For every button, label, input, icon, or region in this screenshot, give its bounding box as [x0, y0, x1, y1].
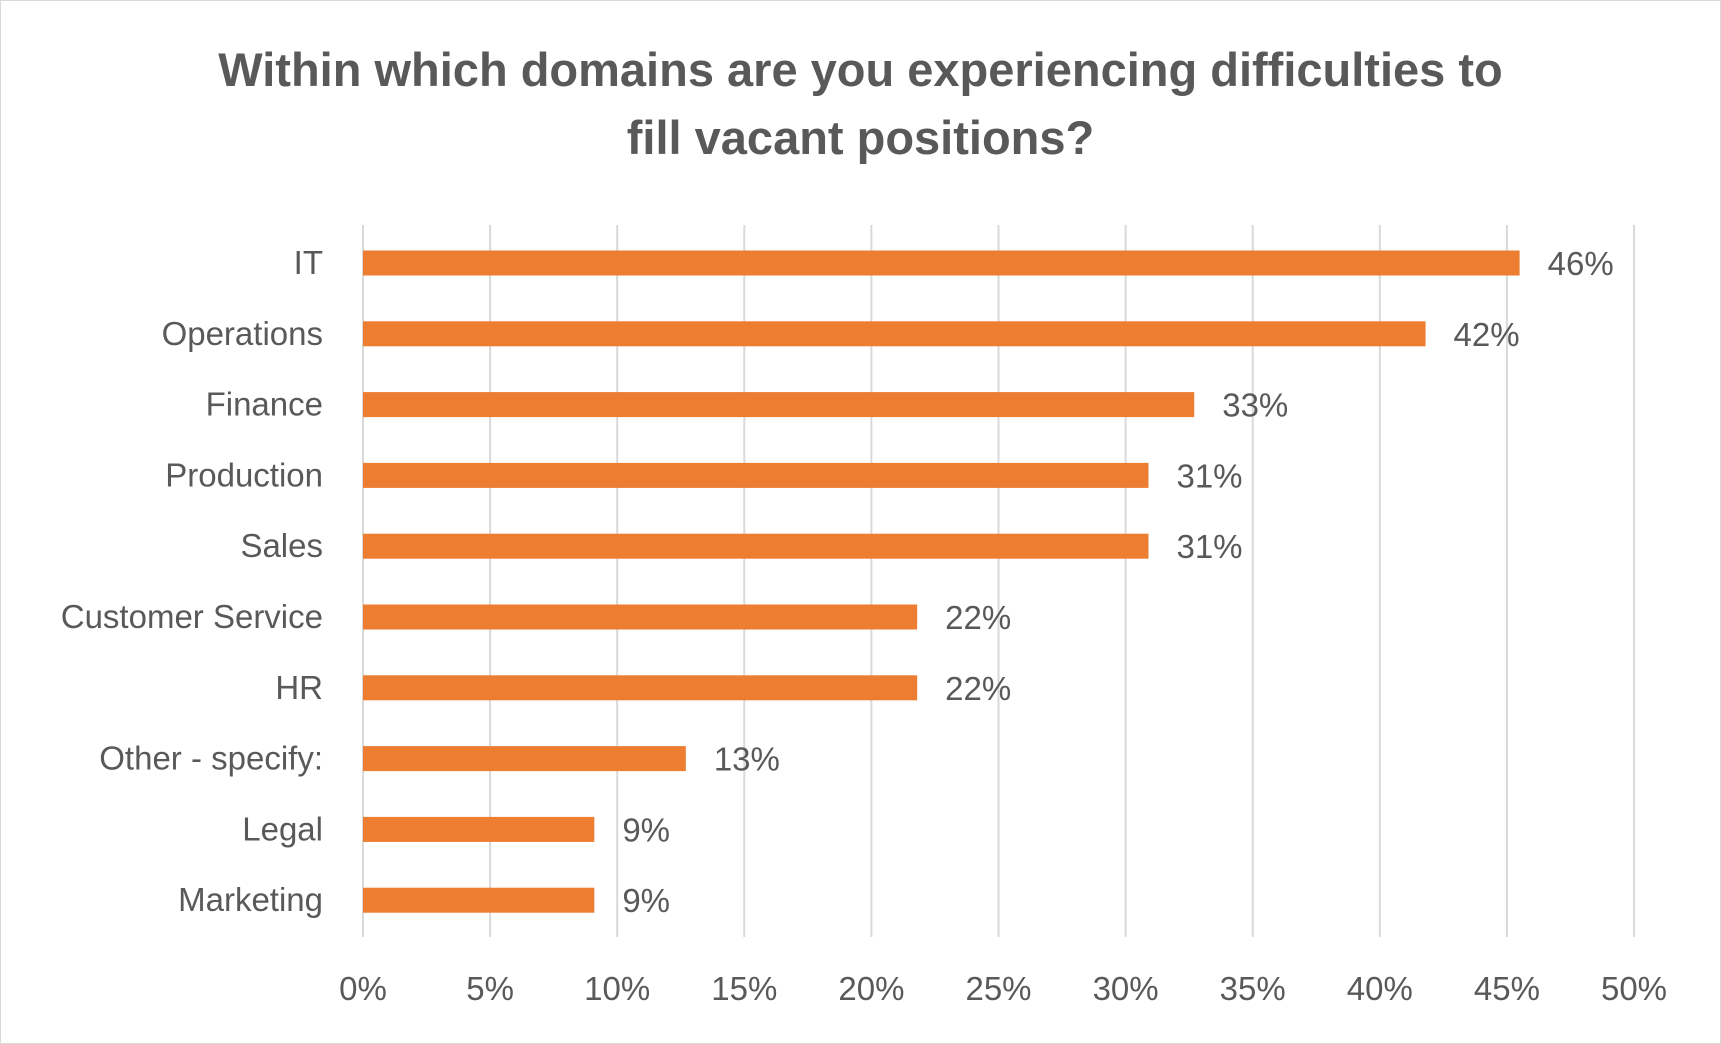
x-tick-label: 40% — [1347, 970, 1413, 1007]
data-label: 46% — [1548, 245, 1614, 282]
data-label: 9% — [622, 882, 670, 919]
bar — [363, 675, 918, 701]
data-labels: 46% 42% 33% 31% 31% 22% 22% 13% 9% 9% — [622, 245, 1613, 919]
x-tick-label: 45% — [1474, 970, 1540, 1007]
data-label: 22% — [945, 599, 1011, 636]
x-tick-label: 10% — [584, 970, 650, 1007]
x-tick-label: 0% — [339, 970, 387, 1007]
x-tick-label: 35% — [1220, 970, 1286, 1007]
data-label: 42% — [1454, 316, 1520, 353]
category-label: Customer Service — [61, 598, 323, 635]
category-label: IT — [294, 244, 323, 281]
category-label: Production — [165, 456, 323, 493]
bar — [363, 746, 686, 772]
x-tick-label: 20% — [838, 970, 904, 1007]
category-label: Legal — [242, 810, 323, 847]
bar — [363, 321, 1426, 347]
data-label: 9% — [622, 811, 670, 848]
category-label: Sales — [240, 527, 323, 564]
x-axis-tick-labels: 0% 5% 10% 15% 20% 25% 30% 35% 40% 45% 50% — [339, 970, 1667, 1007]
category-label: HR — [275, 669, 323, 706]
x-tick-label: 50% — [1601, 970, 1667, 1007]
bar — [363, 250, 1520, 276]
bar — [363, 604, 918, 630]
category-label: Finance — [206, 386, 323, 423]
category-labels: IT Operations Finance Production Sales Custom… — [61, 244, 323, 918]
data-label: 31% — [1176, 528, 1242, 565]
x-tick-label: 5% — [466, 970, 514, 1007]
bar — [363, 392, 1195, 418]
x-tick-label: 25% — [965, 970, 1031, 1007]
bar — [363, 816, 595, 842]
chart-title-line-2: fill vacant positions? — [626, 111, 1095, 164]
category-label: Marketing — [178, 881, 323, 918]
category-label: Other - specify: — [99, 740, 323, 777]
chart-title-line-1: Within which domains are you experiencin… — [218, 43, 1503, 96]
x-tick-label: 15% — [711, 970, 777, 1007]
chart-title: Within which domains are you experiencin… — [0, 36, 1721, 172]
data-label: 13% — [714, 741, 780, 778]
bar — [363, 533, 1149, 559]
category-label: Operations — [162, 315, 323, 352]
data-label: 31% — [1176, 457, 1242, 494]
bar — [363, 887, 595, 913]
bars — [363, 250, 1520, 913]
x-tick-label: 30% — [1093, 970, 1159, 1007]
data-label: 33% — [1222, 387, 1288, 424]
data-label: 22% — [945, 670, 1011, 707]
bar — [363, 462, 1149, 488]
